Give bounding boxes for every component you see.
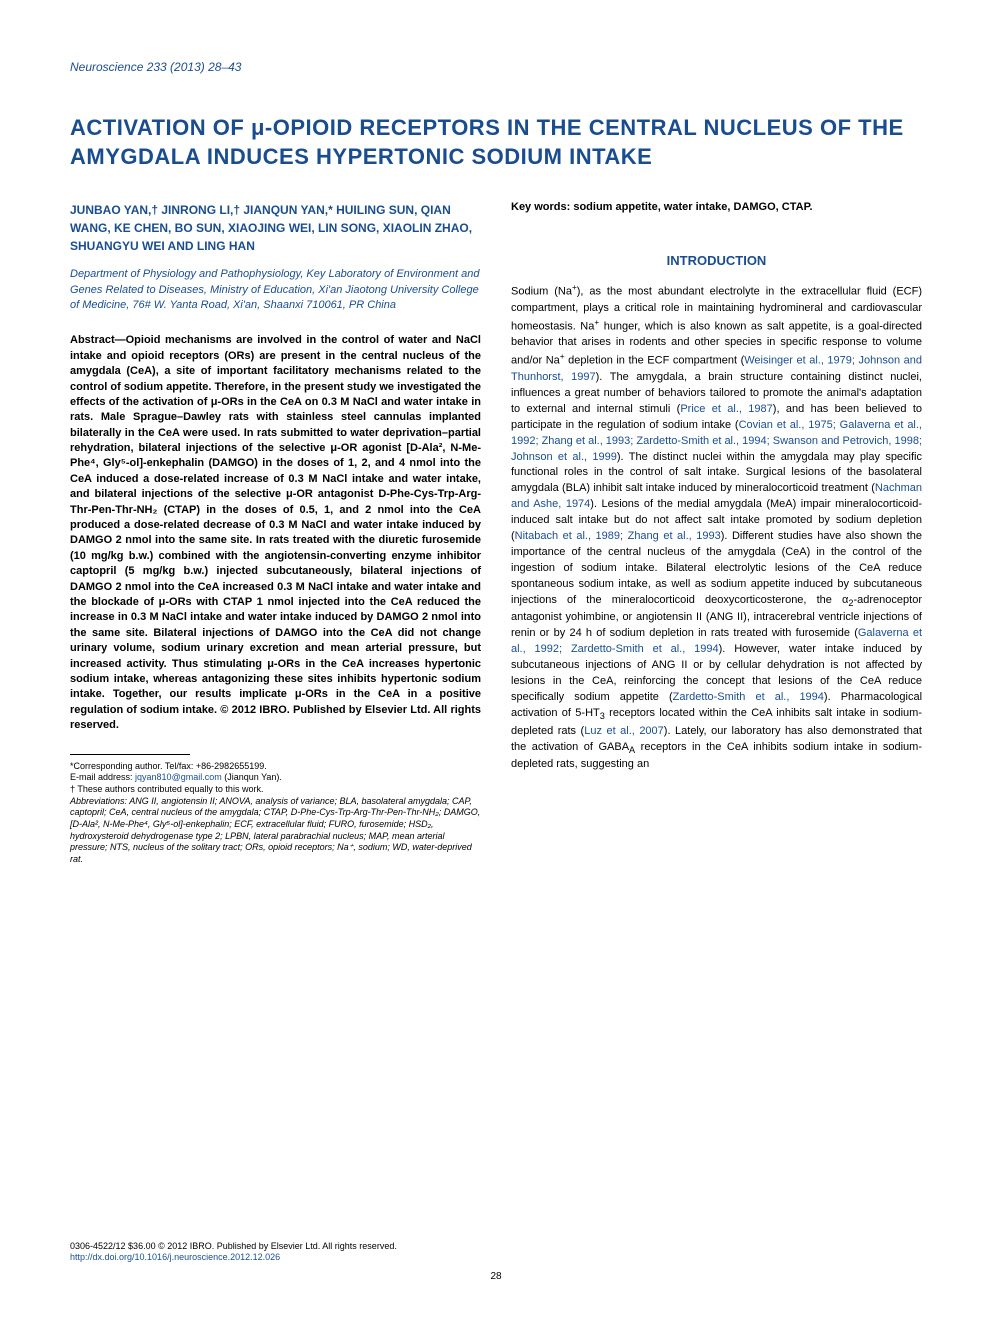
copyright-line: 0306-4522/12 $36.00 © 2012 IBRO. Publish… — [70, 1241, 922, 1253]
keywords-line: Key words: sodium appetite, water intake… — [511, 201, 922, 213]
citation-link[interactable]: Price et al., 1987 — [680, 403, 772, 415]
email-link[interactable]: jqyan810@gmail.com — [135, 772, 222, 782]
email-line: E-mail address: jqyan810@gmail.com (Jian… — [70, 772, 481, 784]
email-label: E-mail address: — [70, 772, 135, 782]
citation-link[interactable]: Nitabach et al., 1989; Zhang et al., 199… — [515, 530, 721, 542]
corresponding-author-note: *Corresponding author. Tel/fax: +86-2982… — [70, 761, 481, 773]
footnote-separator — [70, 754, 190, 755]
citation-link[interactable]: Weisinger et al., 1979; Johnson and Thun… — [511, 355, 922, 383]
affiliation: Department of Physiology and Pathophysio… — [70, 267, 481, 313]
page-footer: 0306-4522/12 $36.00 © 2012 IBRO. Publish… — [70, 1241, 922, 1283]
doi-link[interactable]: http://dx.doi.org/10.1016/j.neuroscience… — [70, 1252, 280, 1262]
citation-link[interactable]: Luz et al., 2007 — [584, 725, 664, 737]
abstract-text: Abstract—Opioid mechanisms are involved … — [70, 333, 481, 733]
citation-link[interactable]: Galaverna et al., 1992; Zardetto-Smith e… — [511, 627, 922, 655]
citation-link[interactable]: Zardetto-Smith et al., 1994 — [673, 691, 824, 703]
two-column-layout: JUNBAO YAN,† JINRONG LI,† JIANQUN YAN,* … — [70, 201, 922, 866]
citation-link[interactable]: Nachman and Ashe, 1974 — [511, 482, 922, 510]
abbreviations-note: Abbreviations: ANG II, angiotensin II; A… — [70, 796, 481, 866]
right-column: Key words: sodium appetite, water intake… — [511, 201, 922, 866]
left-column: JUNBAO YAN,† JINRONG LI,† JIANQUN YAN,* … — [70, 201, 481, 866]
author-list: JUNBAO YAN,† JINRONG LI,† JIANQUN YAN,* … — [70, 201, 481, 255]
introduction-body: Sodium (Na+), as the most abundant elect… — [511, 282, 922, 773]
email-suffix: (Jianqun Yan). — [222, 772, 282, 782]
equal-contribution-note: † These authors contributed equally to t… — [70, 784, 481, 796]
page-number: 28 — [70, 1270, 922, 1283]
introduction-heading: INTRODUCTION — [511, 253, 922, 268]
footnotes-block: *Corresponding author. Tel/fax: +86-2982… — [70, 761, 481, 866]
citation-link[interactable]: Covian et al., 1975; Galaverna et al., 1… — [511, 419, 922, 463]
article-title: ACTIVATION OF μ-OPIOID RECEPTORS IN THE … — [70, 114, 922, 171]
journal-citation: Neuroscience 233 (2013) 28–43 — [70, 60, 922, 74]
